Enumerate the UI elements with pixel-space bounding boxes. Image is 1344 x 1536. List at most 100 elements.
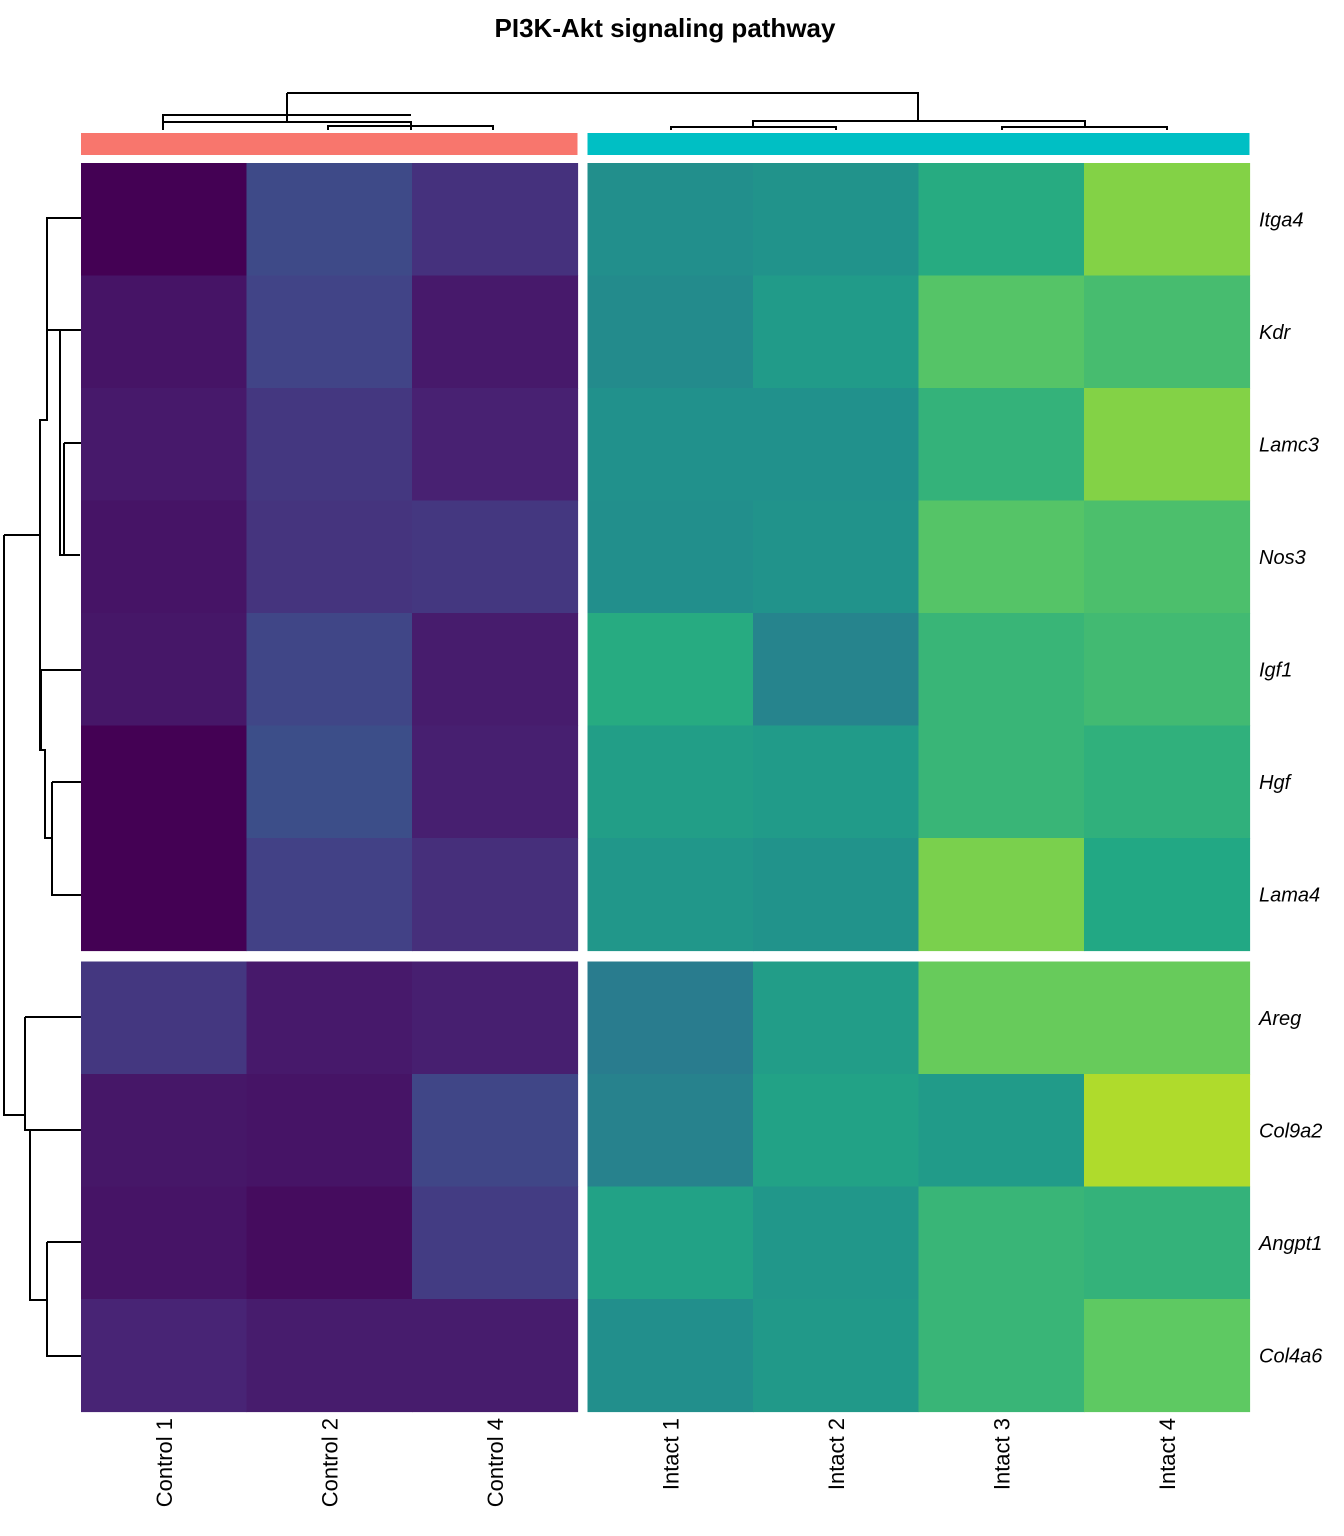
heatmap-cell-angpt1-control-4 [412,1186,579,1300]
heatmap-cell-igf1-intact-4 [1084,613,1251,727]
heatmap-cell-lamc3-control-4 [412,388,579,502]
heatmap-cell-itga4-intact-1 [587,163,754,277]
heatmap-cell-lama4-intact-2 [753,838,920,952]
row-label-col9a2: Col9a2 [1259,1120,1322,1142]
heatmap-cell-igf1-intact-1 [587,613,754,727]
heatmap-cell-kdr-control-1 [81,275,248,389]
row-label-hgf: Hgf [1259,772,1293,794]
heatmap-cell-col4a6-control-1 [81,1299,248,1413]
column-label-control-1: Control 1 [152,1418,177,1507]
heatmap-cell-nos3-control-2 [246,500,413,614]
heatmap-cell-itga4-control-2 [246,163,413,277]
heatmap-cell-nos3-intact-2 [753,500,920,614]
column-label-intact-2: Intact 2 [824,1418,849,1490]
heatmap-cell-areg-intact-1 [587,961,754,1075]
heatmap-cell-hgf-intact-4 [1084,725,1251,839]
heatmap-cell-kdr-intact-2 [753,275,920,389]
heatmap-cell-itga4-intact-4 [1084,163,1251,277]
heatmap-cell-nos3-intact-4 [1084,500,1251,614]
column-label-intact-1: Intact 1 [658,1418,683,1490]
heatmap-cell-nos3-intact-1 [587,500,754,614]
heatmap-cell-col9a2-intact-1 [587,1074,754,1188]
heatmap-cell-areg-control-4 [412,961,579,1075]
heatmap-cell-col9a2-control-1 [81,1074,248,1188]
heatmap-cell-col4a6-control-4 [412,1299,579,1413]
heatmap-cell-areg-intact-2 [753,961,920,1075]
heatmap-cell-igf1-control-2 [246,613,413,727]
heatmap-cell-angpt1-intact-1 [587,1186,754,1300]
heatmap-cell-lama4-control-4 [412,838,579,952]
heatmap-cell-kdr-intact-1 [587,275,754,389]
heatmap-cell-kdr-control-2 [246,275,413,389]
heatmap-cell-lamc3-intact-3 [918,388,1085,502]
heatmap-cell-lama4-control-1 [81,838,248,952]
heatmap-cell-angpt1-intact-4 [1084,1186,1251,1300]
heatmap-cell-areg-intact-3 [918,961,1085,1075]
heatmap-cell-angpt1-control-2 [246,1186,413,1300]
column-group-annotation [81,133,1250,155]
heatmap-cell-lamc3-control-2 [246,388,413,502]
column-label-control-4: Control 4 [483,1418,508,1507]
heatmap-cell-angpt1-control-1 [81,1186,248,1300]
column-label-intact-4: Intact 4 [1155,1418,1180,1490]
heatmap-cell-col4a6-intact-1 [587,1299,754,1413]
heatmap-cell-lamc3-intact-2 [753,388,920,502]
heatmap-cell-angpt1-intact-2 [753,1186,920,1300]
chart-title: PI3K-Akt signaling pathway [495,13,836,43]
row-dendrogram [3,217,81,1357]
heatmap-cell-kdr-intact-4 [1084,275,1251,389]
heatmap-cell-areg-intact-4 [1084,961,1251,1075]
heatmap-cell-lamc3-intact-4 [1084,388,1251,502]
group-annotation-bar-1 [81,133,578,155]
heatmap-cell-igf1-intact-2 [753,613,920,727]
row-label-lamc3: Lamc3 [1259,434,1319,456]
heatmap-cell-igf1-control-4 [412,613,579,727]
heatmap-cell-nos3-control-1 [81,500,248,614]
heatmap-cell-igf1-intact-3 [918,613,1085,727]
heatmap-cell-lama4-intact-3 [918,838,1085,952]
row-label-col4a6: Col4a6 [1259,1345,1323,1367]
heatmap-cell-hgf-control-4 [412,725,579,839]
heatmap-cell-col4a6-intact-4 [1084,1299,1251,1413]
heatmap-cell-col4a6-control-2 [246,1299,413,1413]
heatmap-cell-hgf-control-2 [246,725,413,839]
heatmap-cell-angpt1-intact-3 [918,1186,1085,1300]
heatmap-cell-lamc3-intact-1 [587,388,754,502]
column-label-control-2: Control 2 [317,1418,342,1507]
heatmap-cell-col9a2-control-2 [246,1074,413,1188]
heatmap-cell-igf1-control-1 [81,613,248,727]
heatmap-cell-lama4-control-2 [246,838,413,952]
heatmap-cell-lamc3-control-1 [81,388,248,502]
heatmap-cell-col4a6-intact-2 [753,1299,920,1413]
heatmap-cell-itga4-control-1 [81,163,248,277]
heatmap-cell-kdr-control-4 [412,275,579,389]
heatmap-cell-hgf-intact-2 [753,725,920,839]
row-label-angpt1: Angpt1 [1258,1233,1322,1255]
heatmap-cell-col9a2-intact-2 [753,1074,920,1188]
heatmap-cell-lama4-intact-1 [587,838,754,952]
heatmap-cells [81,163,1251,1413]
row-label-kdr: Kdr [1259,322,1291,344]
heatmap-cell-hgf-intact-3 [918,725,1085,839]
heatmap-cell-itga4-intact-3 [918,163,1085,277]
heatmap-cell-nos3-control-4 [412,500,579,614]
row-label-igf1: Igf1 [1259,659,1292,681]
heatmap-cell-col4a6-intact-3 [918,1299,1085,1413]
row-label-lama4: Lama4 [1259,884,1320,906]
heatmap-cell-nos3-intact-3 [918,500,1085,614]
heatmap-cell-itga4-control-4 [412,163,579,277]
heatmap-cell-hgf-control-1 [81,725,248,839]
column-dendrogram [162,92,1168,130]
row-label-nos3: Nos3 [1259,547,1306,569]
heatmap-cell-col9a2-intact-4 [1084,1074,1251,1188]
column-label-intact-3: Intact 3 [989,1418,1014,1490]
row-labels: Itga4 Kdr Lamc3 Nos3 Igf1 Hgf Lama4 Areg Col9a2 A… [1258,209,1323,1367]
heatmap-cell-areg-control-1 [81,961,248,1075]
row-label-areg: Areg [1258,1008,1301,1030]
column-labels: Control 1 Control 2 Control 4 Intact 1 Intac… [152,1418,1180,1507]
heatmap-cell-itga4-intact-2 [753,163,920,277]
heatmap-cell-areg-control-2 [246,961,413,1075]
heatmap-cell-col9a2-intact-3 [918,1074,1085,1188]
heatmap-cell-hgf-intact-1 [587,725,754,839]
